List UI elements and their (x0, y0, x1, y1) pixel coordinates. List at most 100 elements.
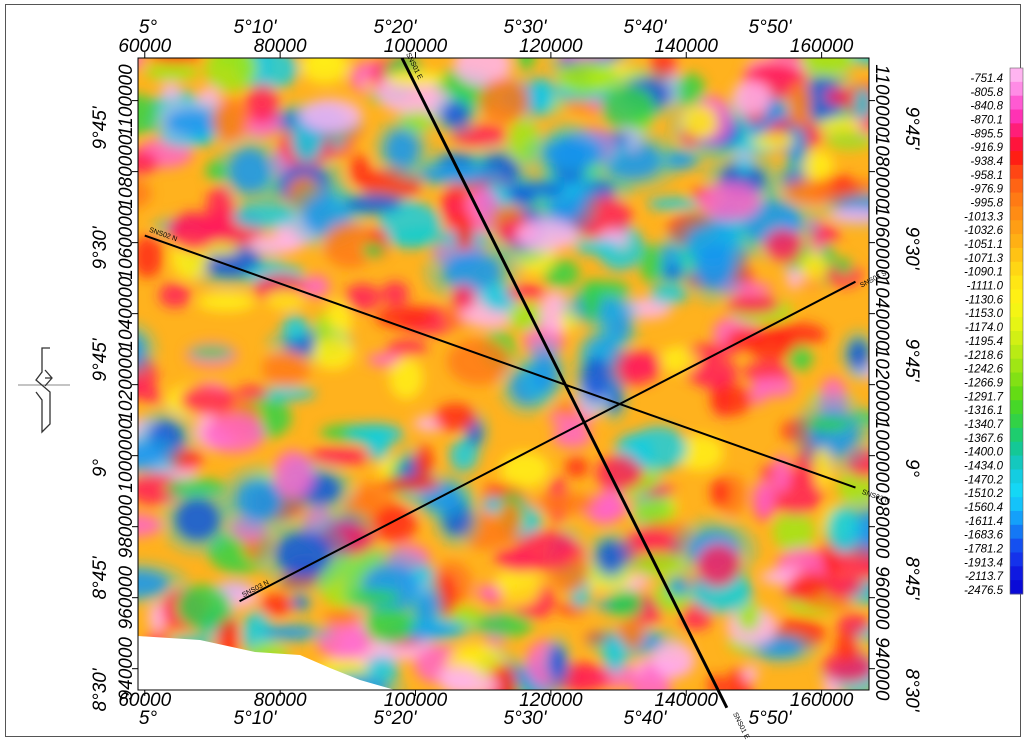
longitude-tick-bottom: 5°20' (374, 708, 418, 729)
northing-tick-left: 1040000 (116, 276, 137, 350)
legend-value-label: -1242.6 (964, 364, 1004, 376)
legend-swatch (1010, 123, 1023, 138)
easting-tick-top: 140000 (655, 36, 719, 57)
profile-line (144, 234, 856, 489)
latitude-tick-right: 8°45' (901, 557, 922, 601)
legend-value-label: -1013.3 (964, 211, 1004, 223)
legend-swatch (1010, 344, 1023, 360)
legend-value-label: -1683.6 (964, 530, 1004, 542)
northing-tick-left: 980000 (116, 495, 137, 559)
longitude-tick-top: 5°10' (234, 17, 278, 38)
legend-swatch (1010, 192, 1023, 207)
legend-swatch (1010, 386, 1023, 401)
longitude-tick-bottom: 5°10' (234, 708, 278, 729)
color-legend: -751.4 -805.8 -840.8 -870.1-895.5 -916.9 -938… (964, 67, 1024, 597)
latitude-tick-right: 9°45' (901, 339, 922, 383)
latitude-tick-right: 8°30' (901, 669, 922, 713)
longitude-tick-top: 5°40' (624, 17, 668, 38)
legend-swatch (1010, 510, 1023, 526)
legend-value-label: -1400.0 (964, 447, 1004, 459)
latitude-tick-right: 9°45' (901, 107, 922, 151)
legend-value-label: -1316.1 (964, 405, 1003, 417)
easting-tick-bottom: 120000 (519, 690, 583, 711)
longitude-tick-bottom: 5°40' (624, 708, 668, 729)
legend-value-label: -938.4 (970, 156, 1003, 168)
northing-tick-left: 1100000 (116, 64, 137, 137)
legend-swatch (1010, 261, 1023, 277)
north-arrow-icon (18, 347, 70, 434)
legend-value-label: -1560.4 (964, 502, 1003, 514)
no-data-area (138, 636, 395, 690)
easting-tick-bottom: 100000 (384, 690, 448, 711)
legend-value-label: -1291.7 (964, 391, 1004, 403)
legend-swatch (1010, 275, 1023, 290)
legend-swatch (1010, 580, 1023, 595)
legend-swatch (1010, 414, 1023, 429)
legend-swatch (1010, 289, 1023, 304)
latitude-tick-right: 9°30' (901, 227, 922, 271)
legend-value-label: -1340.7 (964, 419, 1004, 431)
northing-tick-left: 940000 (116, 637, 137, 701)
longitude-tick-bottom: 5°50' (749, 708, 793, 729)
legend-swatch (1010, 427, 1023, 443)
legend-value-label: -1195.4 (965, 336, 1003, 348)
legend-border (1009, 67, 1024, 595)
legend-swatch (1010, 483, 1023, 498)
legend-value-label: -995.8 (970, 198, 1003, 210)
latitude-tick-left: 9° (90, 459, 111, 478)
legend-swatch (1010, 81, 1023, 97)
legend-value-label: -2113.7 (965, 571, 1004, 583)
latitude-tick-left: 9°45' (90, 105, 111, 149)
map-border (137, 57, 870, 691)
northing-tick-left: 1060000 (116, 205, 137, 279)
northing-tick-right: 1040000 (871, 277, 892, 351)
longitude-tick-bottom: 5°30' (504, 708, 548, 729)
legend-swatch (1010, 220, 1023, 235)
legend-value-label: -805.8 (970, 87, 1003, 99)
legend-swatch (1010, 95, 1023, 110)
legend-value-label: -1781.2 (964, 544, 1004, 556)
legend-value-label: -751.4 (970, 73, 1003, 85)
latitude-tick-left: 8°30' (90, 667, 111, 711)
legend-swatch (1010, 524, 1023, 540)
easting-tick-bottom: 140000 (655, 690, 719, 711)
easting-tick-bottom: 160000 (790, 690, 854, 711)
legend-swatch (1010, 68, 1023, 83)
longitude-tick-top: 5°30' (504, 17, 548, 38)
legend-value-label: -1611.4 (965, 516, 1003, 528)
legend-swatch (1010, 247, 1023, 263)
legend-value-label: -1071.3 (964, 253, 1004, 265)
legend-value-label: -1153.0 (965, 308, 1004, 320)
northing-tick-right: 960000 (871, 566, 892, 630)
northing-tick-right: 1060000 (871, 206, 892, 280)
northing-tick-left: 1020000 (116, 347, 137, 421)
legend-value-label: -1510.2 (964, 488, 1004, 500)
legend-value-label: -1367.6 (964, 433, 1004, 445)
legend-value-label: -1174.0 (965, 322, 1004, 334)
legend-swatch (1010, 317, 1023, 332)
legend-swatch (1010, 538, 1023, 553)
legend-value-label: -2476.5 (964, 585, 1004, 597)
legend-swatch (1010, 234, 1023, 249)
latitude-tick-left: 9°45' (90, 337, 111, 381)
easting-tick-top: 120000 (519, 36, 583, 57)
northing-tick-left: 1080000 (116, 134, 137, 208)
northing-tick-right: 1100000 (871, 64, 892, 137)
legend-swatch (1010, 372, 1023, 387)
legend-swatch (1010, 441, 1023, 456)
legend-swatch (1010, 303, 1023, 318)
northing-tick-right: 1000000 (871, 419, 892, 493)
easting-tick-top: 100000 (384, 36, 448, 57)
legend-swatch (1010, 164, 1023, 180)
anomaly-color-field (138, 58, 869, 690)
easting-tick-top: 80000 (254, 36, 307, 57)
legend-value-label: -1470.2 (964, 474, 1004, 486)
longitude-tick-top: 5°50' (749, 17, 793, 38)
northing-tick-right: 980000 (871, 495, 892, 559)
northing-tick-left: 1000000 (116, 418, 137, 492)
latitude-tick-left: 8°45' (90, 555, 111, 599)
legend-swatch (1010, 178, 1023, 193)
legend-value-label: -1032.6 (964, 225, 1004, 237)
legend-value-label: -1266.9 (964, 377, 1004, 389)
